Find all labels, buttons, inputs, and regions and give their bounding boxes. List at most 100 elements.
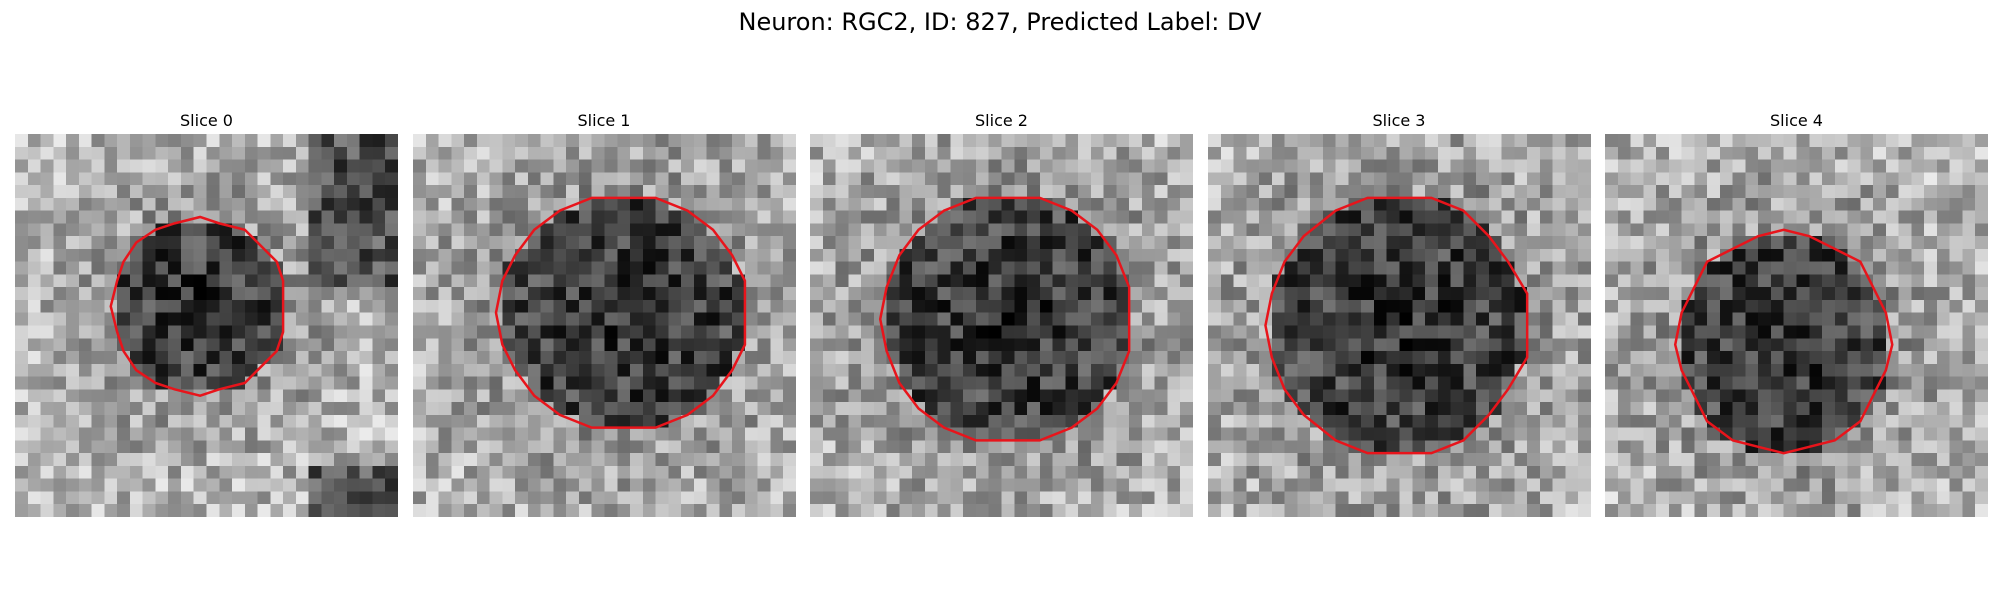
- pixel: [1116, 236, 1130, 250]
- pixel: [104, 146, 118, 160]
- pixel: [295, 197, 309, 211]
- pixel: [1488, 223, 1502, 237]
- pixel: [757, 210, 771, 224]
- pixel: [1296, 312, 1310, 326]
- pixel: [950, 146, 964, 160]
- pixel: [1822, 427, 1836, 441]
- pixel: [629, 274, 643, 288]
- pixel: [142, 312, 156, 326]
- pixel: [1949, 210, 1963, 224]
- pixel: [1386, 325, 1400, 339]
- pixel: [1411, 210, 1425, 224]
- pixel: [629, 299, 643, 313]
- pixel: [642, 287, 656, 301]
- pixel: [372, 261, 386, 275]
- pixel: [425, 325, 439, 339]
- pixel: [1745, 197, 1759, 211]
- pixel: [40, 491, 54, 505]
- pixel: [1462, 287, 1476, 301]
- pixel: [848, 504, 862, 517]
- pixel: [1207, 465, 1221, 479]
- pixel: [1924, 287, 1938, 301]
- pixel: [718, 261, 732, 275]
- pixel: [346, 223, 360, 237]
- pixel: [450, 287, 464, 301]
- pixel: [359, 338, 373, 352]
- pixel: [1154, 159, 1168, 173]
- pixel: [193, 185, 207, 199]
- pixel: [1233, 299, 1247, 313]
- pixel: [1027, 351, 1041, 365]
- pixel: [1450, 402, 1464, 416]
- pixel: [155, 312, 169, 326]
- pixel: [1014, 389, 1028, 403]
- pixel: [912, 478, 926, 492]
- pixel: [450, 197, 464, 211]
- pixel: [412, 248, 426, 262]
- pixel: [425, 465, 439, 479]
- pixel: [950, 248, 964, 262]
- pixel: [873, 146, 887, 160]
- pixel: [1501, 504, 1515, 517]
- pixel: [565, 185, 579, 199]
- pixel: [1039, 274, 1053, 288]
- pixel: [180, 478, 194, 492]
- pixel: [1014, 478, 1028, 492]
- pixel: [1424, 223, 1438, 237]
- pixel: [1681, 427, 1695, 441]
- pixel: [1335, 210, 1349, 224]
- pixel: [655, 389, 669, 403]
- pixel: [232, 134, 246, 148]
- pixel: [142, 504, 156, 517]
- pixel: [155, 440, 169, 454]
- pixel: [680, 465, 694, 479]
- pixel: [1347, 210, 1361, 224]
- pixel: [1027, 478, 1041, 492]
- pixel: [757, 287, 771, 301]
- pixel: [1949, 363, 1963, 377]
- pixel: [822, 210, 836, 224]
- pixel: [1630, 440, 1644, 454]
- pixel: [706, 440, 720, 454]
- pixel: [1207, 274, 1221, 288]
- pixel: [40, 414, 54, 428]
- pixel: [1437, 402, 1451, 416]
- pixel: [810, 504, 824, 517]
- pixel: [1962, 312, 1976, 326]
- pixel: [731, 491, 745, 505]
- pixel: [1668, 210, 1682, 224]
- pixel: [848, 223, 862, 237]
- pixel: [1668, 389, 1682, 403]
- pixel: [104, 504, 118, 517]
- pixel: [604, 402, 618, 416]
- pixel: [950, 312, 964, 326]
- pixel: [142, 261, 156, 275]
- pixel: [1373, 299, 1387, 313]
- pixel: [104, 338, 118, 352]
- pixel: [1694, 299, 1708, 313]
- pixel: [552, 159, 566, 173]
- pixel: [1245, 159, 1259, 173]
- pixel: [1399, 338, 1413, 352]
- pixel: [1962, 159, 1976, 173]
- pixel: [321, 172, 335, 186]
- pixel: [782, 376, 796, 390]
- pixel: [206, 376, 220, 390]
- pixel: [1180, 146, 1193, 160]
- pixel: [1141, 491, 1155, 505]
- pixel: [334, 338, 348, 352]
- pixel: [629, 402, 643, 416]
- pixel: [321, 402, 335, 416]
- pixel: [1834, 338, 1848, 352]
- pixel: [308, 210, 322, 224]
- pixel: [1656, 261, 1670, 275]
- pixel: [412, 159, 426, 173]
- pixel: [385, 287, 398, 301]
- pixel: [1424, 402, 1438, 416]
- pixel: [1475, 185, 1489, 199]
- pixel: [1141, 312, 1155, 326]
- pixel: [1001, 287, 1015, 301]
- pixel: [1296, 440, 1310, 454]
- pixel: [975, 491, 989, 505]
- pixel: [988, 338, 1002, 352]
